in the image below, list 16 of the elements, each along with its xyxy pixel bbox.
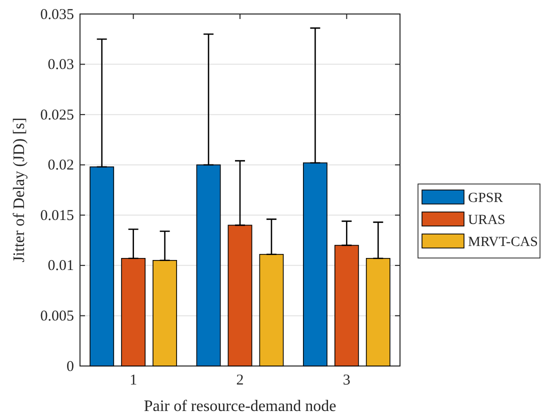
legend-label: MRVT-CAS — [468, 235, 538, 250]
x-tick-label: 2 — [236, 372, 244, 389]
x-axis-title: Pair of resource-demand node — [144, 398, 336, 415]
x-tick-label: 1 — [130, 372, 138, 389]
y-axis-title: Jitter of Delay (JD) [s] — [11, 118, 28, 262]
y-tick-label: 0.02 — [48, 158, 74, 174]
y-tick-label: 0.035 — [40, 6, 74, 23]
y-tick-label: 0.005 — [40, 308, 74, 325]
legend-label: URAS — [468, 213, 506, 228]
y-tick-label: 0.01 — [48, 258, 74, 274]
y-tick-label: 0.025 — [40, 107, 74, 124]
y-tick-label: 0.03 — [48, 57, 74, 74]
legend-label: GPSR — [468, 191, 504, 206]
x-tick-label: 3 — [342, 372, 350, 389]
y-tick-label: 0.015 — [40, 208, 74, 224]
y-tick-label: 0 — [66, 358, 74, 375]
